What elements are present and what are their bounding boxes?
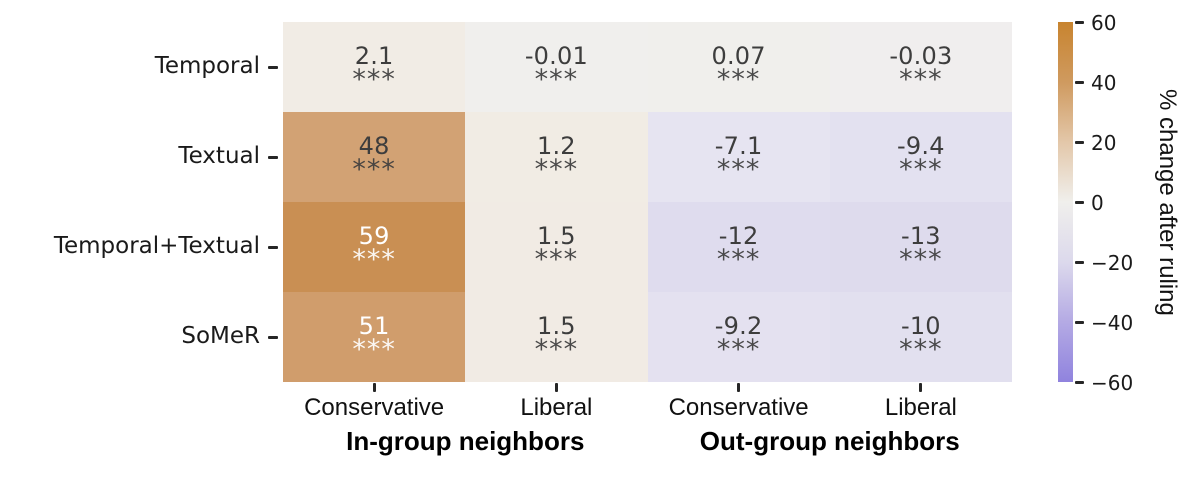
x-tick-mark	[372, 383, 376, 392]
heatmap-cell: -0.03 ***	[829, 22, 1012, 112]
cell-significance: ***	[534, 244, 579, 276]
cell-significance: ***	[352, 154, 396, 186]
row-label: Temporal+Textual	[53, 233, 260, 259]
row-label: Temporal	[154, 53, 260, 79]
heatmap-cell: -13 ***	[829, 202, 1012, 292]
column-group-label: Out-group neighbors	[699, 426, 960, 456]
colorbar-tick-label: −20	[1091, 251, 1134, 275]
cell-value: -13	[900, 221, 941, 250]
column-group-label: In-group neighbors	[346, 426, 585, 456]
heatmap-cell: 48 ***	[283, 112, 466, 202]
cell-significance: ***	[534, 334, 579, 366]
cell-value: 0.07	[711, 41, 766, 70]
colorbar-tick-mark	[1075, 380, 1084, 384]
y-tick-mark	[268, 155, 278, 159]
heatmap-cell: 1.5 ***	[465, 292, 648, 382]
cell-significance: ***	[352, 334, 396, 366]
cell-value: 51	[358, 311, 390, 340]
cell-significance: ***	[716, 334, 761, 366]
heatmap-cell: -10 ***	[829, 292, 1012, 382]
row-label: Textual	[178, 143, 260, 169]
row-label: SoMeR	[181, 323, 260, 349]
cell-significance: ***	[352, 64, 396, 96]
cell-significance: ***	[352, 244, 396, 276]
colorbar-tick-label: −40	[1091, 311, 1134, 335]
colorbar-tick-mark	[1075, 80, 1084, 84]
y-tick-mark	[268, 335, 278, 339]
heatmap-cell: -0.01 ***	[465, 22, 648, 112]
cell-value: 48	[358, 131, 390, 160]
cell-significance: ***	[899, 244, 943, 276]
heatmap-cell: 0.07 ***	[647, 22, 830, 112]
cell-value: -12	[718, 221, 759, 250]
colorbar-tick-label: 60	[1091, 11, 1117, 35]
cell-value: 2.1	[354, 41, 394, 70]
cell-value: -0.01	[524, 41, 588, 70]
y-tick-mark	[268, 65, 278, 69]
cell-significance: ***	[899, 154, 943, 186]
heatmap-cell: -9.2 ***	[647, 292, 830, 382]
cell-significance: ***	[716, 154, 761, 186]
heatmap-grid: 2.1 *** -0.01 *** 0.07 *** -0.03 *** 48 *** 1.2 ***…	[283, 22, 1012, 382]
colorbar-tick-mark	[1075, 200, 1084, 204]
column-label: Liberal	[884, 394, 957, 421]
cell-value: 1.5	[536, 311, 576, 340]
cell-value: -9.2	[714, 311, 763, 340]
heatmap-cell: 2.1 ***	[283, 22, 466, 112]
heatmap-cell: 51 ***	[283, 292, 466, 382]
y-tick-mark	[268, 245, 278, 249]
cell-significance: ***	[716, 64, 761, 96]
cell-value: 1.5	[536, 221, 576, 250]
x-tick-mark	[919, 383, 923, 392]
x-tick-mark	[737, 383, 741, 392]
cell-value: -7.1	[714, 131, 763, 160]
colorbar-tick-mark	[1075, 260, 1084, 264]
colorbar-tick-label: 40	[1091, 71, 1117, 95]
cell-significance: ***	[534, 154, 579, 186]
colorbar-tick-label: 0	[1091, 191, 1104, 215]
heatmap-cell: 1.5 ***	[465, 202, 648, 292]
cell-significance: ***	[716, 244, 761, 276]
cell-significance: ***	[899, 64, 943, 96]
colorbar-gradient	[1058, 22, 1073, 382]
heatmap-cell: -7.1 ***	[647, 112, 830, 202]
cell-value: 59	[358, 221, 390, 250]
heatmap-cell: -12 ***	[647, 202, 830, 292]
x-tick-mark	[554, 383, 558, 392]
colorbar-tick-mark	[1075, 140, 1084, 144]
column-label: Conservative	[304, 394, 445, 421]
colorbar-axis-label: % change after ruling	[1154, 88, 1181, 316]
cell-value: -0.03	[889, 41, 953, 70]
cell-value: 1.2	[536, 131, 576, 160]
colorbar-tick-label: −60	[1091, 371, 1134, 395]
heatmap-cell: 59 ***	[283, 202, 466, 292]
cell-significance: ***	[899, 334, 943, 366]
column-label: Conservative	[668, 394, 809, 421]
colorbar-tick-mark	[1075, 20, 1084, 24]
heatmap-cell: -9.4 ***	[829, 112, 1012, 202]
cell-value: -9.4	[897, 131, 945, 160]
colorbar-tick-label: 20	[1091, 131, 1117, 155]
column-label: Liberal	[520, 394, 593, 421]
heatmap-cell: 1.2 ***	[465, 112, 648, 202]
cell-significance: ***	[534, 64, 579, 96]
cell-value: -10	[900, 311, 941, 340]
colorbar-tick-mark	[1075, 320, 1084, 324]
